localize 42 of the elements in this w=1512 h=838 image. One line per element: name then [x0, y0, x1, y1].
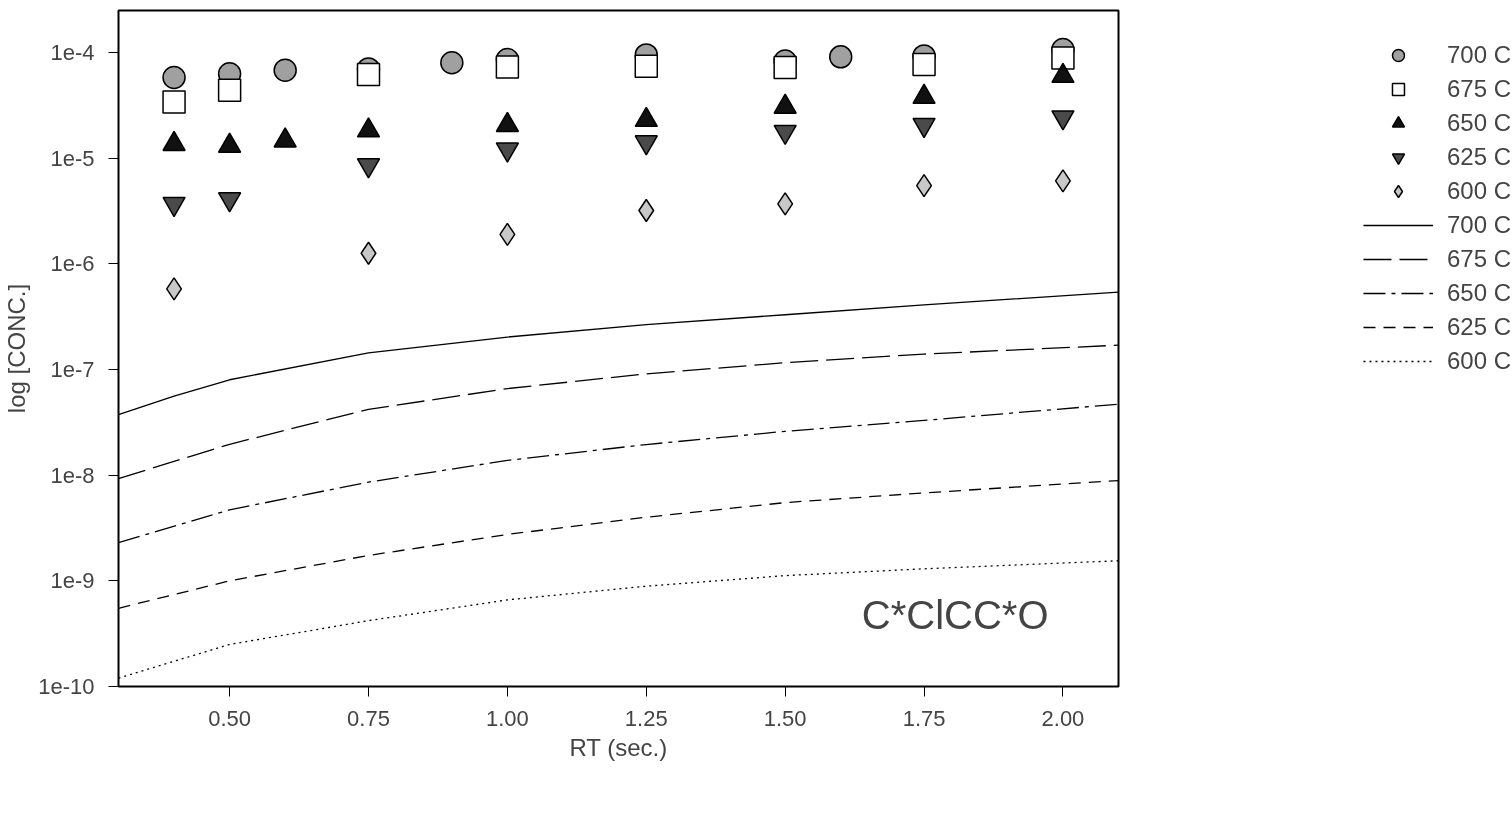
point [217, 78, 242, 102]
point [356, 62, 381, 87]
y-tick-label: 1e-10 [38, 674, 95, 699]
y-tick-label: 1e-7 [50, 357, 95, 383]
legend-label: 625 C [1446, 313, 1512, 341]
legend-label: 650 C [1446, 109, 1512, 137]
y-tick-label: 1e-4 [50, 40, 95, 66]
legend-label: 600 C [1446, 347, 1512, 375]
y-tick-label: 1e-9 [50, 568, 95, 594]
point [634, 54, 659, 79]
legend-label: 600 C [1446, 177, 1512, 205]
annotation: C*ClCC*O [861, 592, 1049, 637]
x-tick-label: 0.50 [208, 705, 252, 731]
legend-label: 625 C [1446, 143, 1512, 171]
x-tick-label: 2.00 [1041, 705, 1085, 731]
point [162, 65, 186, 90]
point [1051, 46, 1075, 70]
x-tick-label: 1.50 [763, 705, 807, 731]
legend-label: 675 C [1446, 75, 1512, 103]
x-axis-title: RT (sec.) [569, 733, 668, 761]
point [777, 192, 794, 216]
legend-label: 650 C [1446, 279, 1512, 307]
y-tick-label: 1e-5 [50, 145, 95, 171]
y-axis-title: log [CONC.] [3, 283, 31, 414]
y-tick-label: 1e-8 [50, 462, 95, 488]
point [495, 55, 520, 79]
point [773, 55, 797, 80]
point [273, 58, 297, 82]
point [440, 51, 464, 75]
point [912, 52, 936, 77]
y-tick-label: 1e-6 [50, 251, 95, 277]
legend-label: 700 C [1446, 41, 1512, 69]
legend-label: 675 C [1446, 245, 1512, 273]
point [165, 277, 183, 301]
x-tick-label: 0.75 [347, 705, 390, 731]
point [915, 173, 933, 198]
x-tick-label: 1.00 [485, 705, 529, 731]
legend-label: 700 C [1446, 211, 1512, 239]
point [1054, 169, 1072, 193]
x-tick-label: 1.25 [624, 705, 668, 731]
point [828, 45, 853, 69]
x-tick-label: 1.75 [902, 705, 946, 731]
